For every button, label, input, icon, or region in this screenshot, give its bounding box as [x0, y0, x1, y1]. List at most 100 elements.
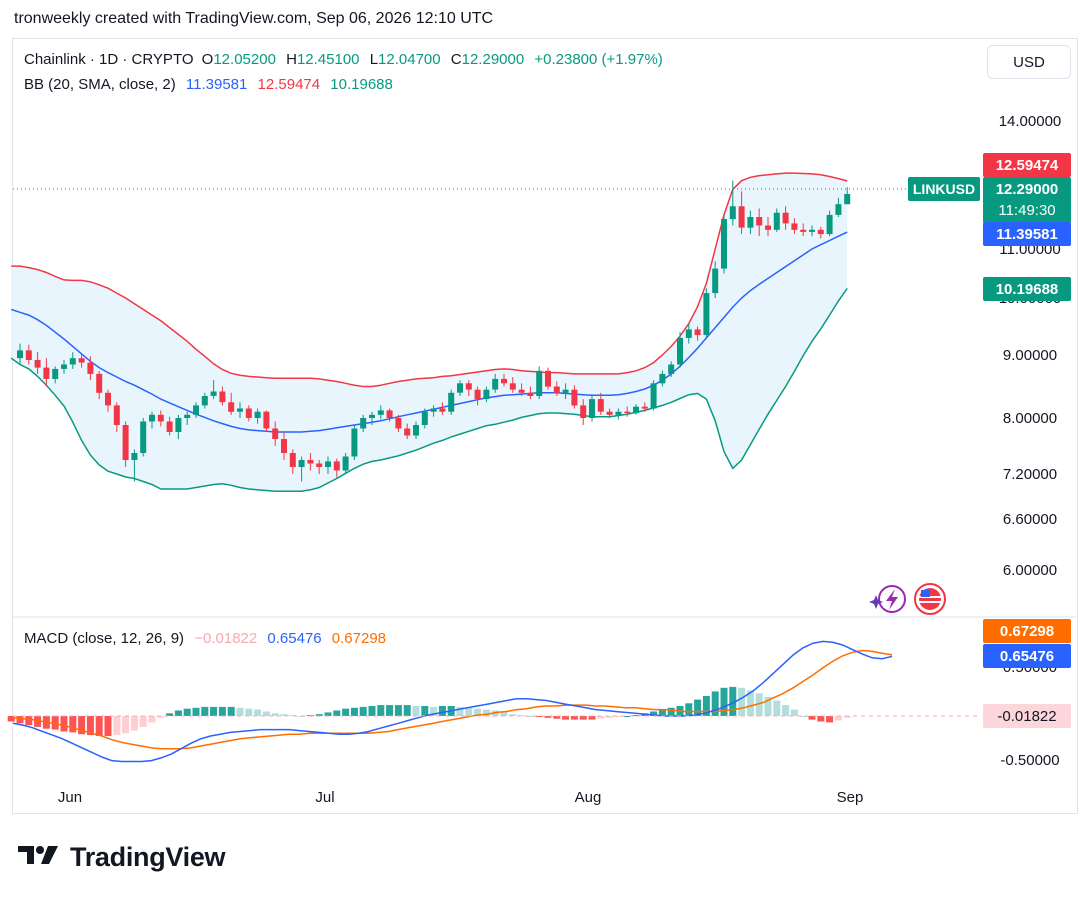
candle [765, 217, 771, 237]
symbol-badge[interactable] [908, 177, 980, 201]
price-tick-label: 7.20000 [1003, 466, 1057, 483]
chart-frame [12, 38, 1078, 814]
macd-histogram-bar [166, 713, 174, 716]
macd-histogram-bar [148, 716, 156, 723]
symbol-title[interactable]: Chainlink · 1D · CRYPTO [24, 51, 194, 68]
macd-histogram-bar [729, 686, 737, 716]
macd-histogram-bar [720, 687, 728, 716]
candle [694, 326, 701, 341]
macd-histogram-bar [782, 705, 790, 716]
macd-histogram-bar [685, 703, 693, 716]
macd-histogram-bar [245, 708, 253, 716]
last-price-badge-text: 12.29000 [996, 181, 1059, 198]
lower-band-badge [983, 277, 1071, 301]
candle [712, 261, 719, 298]
macd-histogram-bar [254, 709, 262, 716]
macd-histogram-bar [430, 706, 438, 716]
macd-histogram-bar [658, 709, 666, 716]
candle [527, 386, 534, 400]
candle [624, 406, 631, 417]
candle [289, 449, 296, 474]
macd-line-value: 0.65476 [267, 630, 322, 647]
last-price-badge [983, 177, 1071, 223]
macd-histogram-bar [667, 707, 675, 716]
candle [844, 187, 851, 205]
candle [351, 425, 358, 460]
bb-upper-line [11, 172, 848, 388]
macd-histogram-bar [130, 716, 138, 731]
candle [105, 389, 111, 412]
macd-histogram-bar [623, 716, 631, 717]
macd-pane [7, 640, 893, 763]
macd-histogram-bar [738, 687, 746, 716]
us-flag-icon[interactable] [914, 583, 946, 615]
candle [589, 395, 595, 422]
macd-histogram-bar [834, 716, 842, 721]
time-tick-label: Jun [58, 789, 82, 806]
macd-signal-badge [983, 619, 1071, 643]
candle [69, 352, 76, 369]
candle [606, 408, 613, 418]
candle [360, 414, 367, 432]
macd-histogram-bar [526, 716, 534, 717]
candle [140, 418, 147, 457]
macd-label[interactable]: MACD (close, 12, 26, 9) [24, 630, 185, 647]
candle [677, 332, 683, 368]
candle [78, 353, 85, 368]
tradingview-logo[interactable]: TradingView [18, 842, 226, 873]
time-tick-label: Aug [575, 789, 602, 806]
macd-hist-badge-text: -0.01822 [997, 708, 1056, 725]
candle [562, 383, 569, 400]
candle [509, 377, 516, 393]
candle [131, 449, 138, 482]
macd-histogram-bar [509, 714, 517, 716]
macd-histogram-bar [632, 715, 640, 717]
candle [536, 366, 543, 400]
candle [377, 405, 384, 420]
candle [430, 405, 437, 417]
lower-band-badge-text: 10.19688 [996, 281, 1059, 298]
macd-histogram-bar [500, 712, 508, 716]
macd-histogram-bar [421, 706, 429, 716]
candle [439, 402, 446, 415]
candle [43, 358, 50, 387]
candle [465, 380, 472, 396]
candle [809, 225, 815, 237]
candle [835, 197, 842, 217]
candle [501, 373, 507, 387]
price-tick-label: 6.60000 [1003, 511, 1057, 528]
change-value: +0.23800 (+1.97%) [534, 51, 663, 68]
currency-selector[interactable]: USD [987, 45, 1071, 79]
candle [571, 385, 578, 409]
candle [817, 226, 824, 239]
ohlc-values: O12.05200 H12.45100 L12.04700 C12.29000 … [202, 51, 669, 68]
macd-histogram-bar [51, 716, 59, 730]
macd-histogram-bar [359, 706, 367, 716]
candle [518, 383, 525, 396]
macd-histogram-bar [799, 716, 807, 717]
macd-histogram-bar [544, 716, 552, 718]
macd-histogram-bar [711, 691, 719, 716]
candle [791, 218, 798, 235]
close-value: 12.29000 [461, 51, 525, 68]
bb-basis-line [10, 231, 848, 433]
bb-label[interactable]: BB (20, SMA, close, 2) [24, 76, 176, 93]
candle [703, 288, 710, 338]
macd-signal-badge-text: 0.67298 [1000, 623, 1054, 640]
candle [263, 410, 270, 432]
bb-upper-value: 12.59474 [257, 76, 321, 93]
macd-histogram-bar [104, 716, 112, 736]
candle [553, 381, 560, 396]
macd-signal-line [12, 649, 893, 750]
candle [457, 380, 463, 396]
candle [307, 453, 314, 471]
lightning-icon[interactable] [869, 585, 906, 613]
candle [25, 344, 32, 365]
candle [668, 361, 675, 378]
candle [157, 410, 164, 427]
macd-line-badge [983, 644, 1071, 668]
bb-legend: BB (20, SMA, close, 2) 11.39581 12.59474… [24, 76, 399, 93]
macd-line [12, 640, 893, 763]
tradingview-logo-icon [18, 842, 62, 873]
